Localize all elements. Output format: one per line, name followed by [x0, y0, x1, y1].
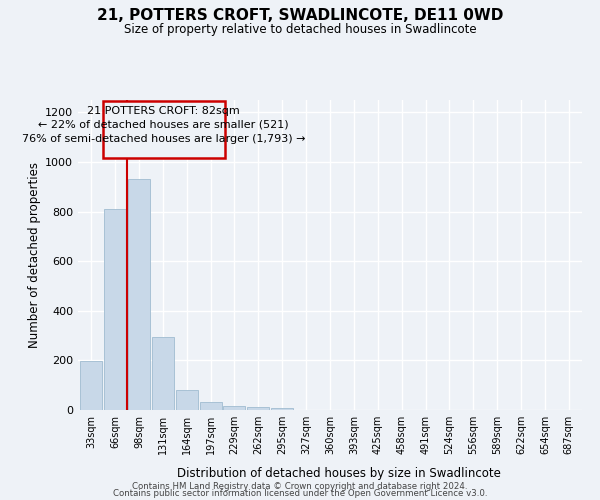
Text: Contains HM Land Registry data © Crown copyright and database right 2024.: Contains HM Land Registry data © Crown c…: [132, 482, 468, 491]
Bar: [176, 390, 197, 410]
Text: Distribution of detached houses by size in Swadlincote: Distribution of detached houses by size …: [177, 467, 501, 480]
Text: Contains public sector information licensed under the Open Government Licence v3: Contains public sector information licen…: [113, 488, 487, 498]
Bar: [104, 208, 126, 410]
Bar: [247, 407, 269, 410]
Bar: [271, 408, 293, 410]
FancyBboxPatch shape: [103, 101, 225, 158]
Bar: [80, 361, 102, 410]
Bar: [128, 180, 150, 410]
Text: 76% of semi-detached houses are larger (1,793) →: 76% of semi-detached houses are larger (…: [22, 134, 305, 144]
Text: Size of property relative to detached houses in Swadlincote: Size of property relative to detached ho…: [124, 22, 476, 36]
Text: 21, POTTERS CROFT, SWADLINCOTE, DE11 0WD: 21, POTTERS CROFT, SWADLINCOTE, DE11 0WD: [97, 8, 503, 22]
Bar: [152, 337, 174, 410]
Bar: [223, 406, 245, 410]
Text: ← 22% of detached houses are smaller (521): ← 22% of detached houses are smaller (52…: [38, 120, 289, 130]
Y-axis label: Number of detached properties: Number of detached properties: [28, 162, 41, 348]
Text: 21 POTTERS CROFT: 82sqm: 21 POTTERS CROFT: 82sqm: [88, 106, 240, 116]
Bar: [200, 402, 221, 410]
